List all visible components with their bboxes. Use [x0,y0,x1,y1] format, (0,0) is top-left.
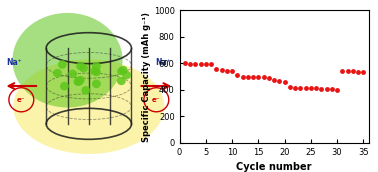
Ellipse shape [13,59,164,154]
Point [260,76,266,79]
Point [297,86,303,89]
Circle shape [68,69,77,78]
Point [313,87,319,90]
Point [308,87,314,90]
Point [213,67,219,70]
Point [224,70,230,72]
Text: Na⁺: Na⁺ [156,58,171,67]
Point [350,70,356,73]
Circle shape [92,62,101,71]
Circle shape [81,86,90,95]
Point [234,74,240,77]
Point [302,87,308,89]
Circle shape [92,79,101,88]
Circle shape [90,67,99,75]
Point [344,70,350,72]
Point [292,86,298,89]
Point [266,77,272,79]
Point [198,62,204,65]
Text: e⁻: e⁻ [17,97,26,103]
Circle shape [76,76,85,84]
Point [334,88,340,91]
Point [355,70,361,73]
Circle shape [119,66,128,74]
Point [240,75,246,78]
Circle shape [117,67,126,76]
Point [329,88,335,91]
Point [360,71,366,73]
Point [282,80,288,83]
Circle shape [60,82,69,90]
X-axis label: Cycle number: Cycle number [236,162,312,172]
Point [218,69,225,72]
Point [182,62,188,65]
Circle shape [122,71,131,79]
Point [203,62,209,65]
Circle shape [117,77,126,85]
Point [287,86,293,89]
Text: Na⁺: Na⁺ [6,58,22,67]
Ellipse shape [12,13,122,108]
Circle shape [79,64,88,72]
Point [229,70,235,73]
Point [192,62,198,65]
Point [324,88,330,90]
Point [276,80,282,83]
Circle shape [58,60,67,69]
Text: e⁻: e⁻ [152,97,161,103]
Point [255,76,261,78]
Circle shape [73,77,82,86]
Point [250,76,256,78]
Point [187,62,193,65]
Point [318,88,324,90]
Point [245,76,251,78]
Point [339,70,345,73]
Y-axis label: Specific Capacity (mAh g⁻¹): Specific Capacity (mAh g⁻¹) [142,12,151,142]
Point [271,78,277,81]
Circle shape [53,69,62,77]
Circle shape [92,68,101,76]
Point [208,63,214,66]
Circle shape [76,62,85,70]
Circle shape [74,77,83,86]
